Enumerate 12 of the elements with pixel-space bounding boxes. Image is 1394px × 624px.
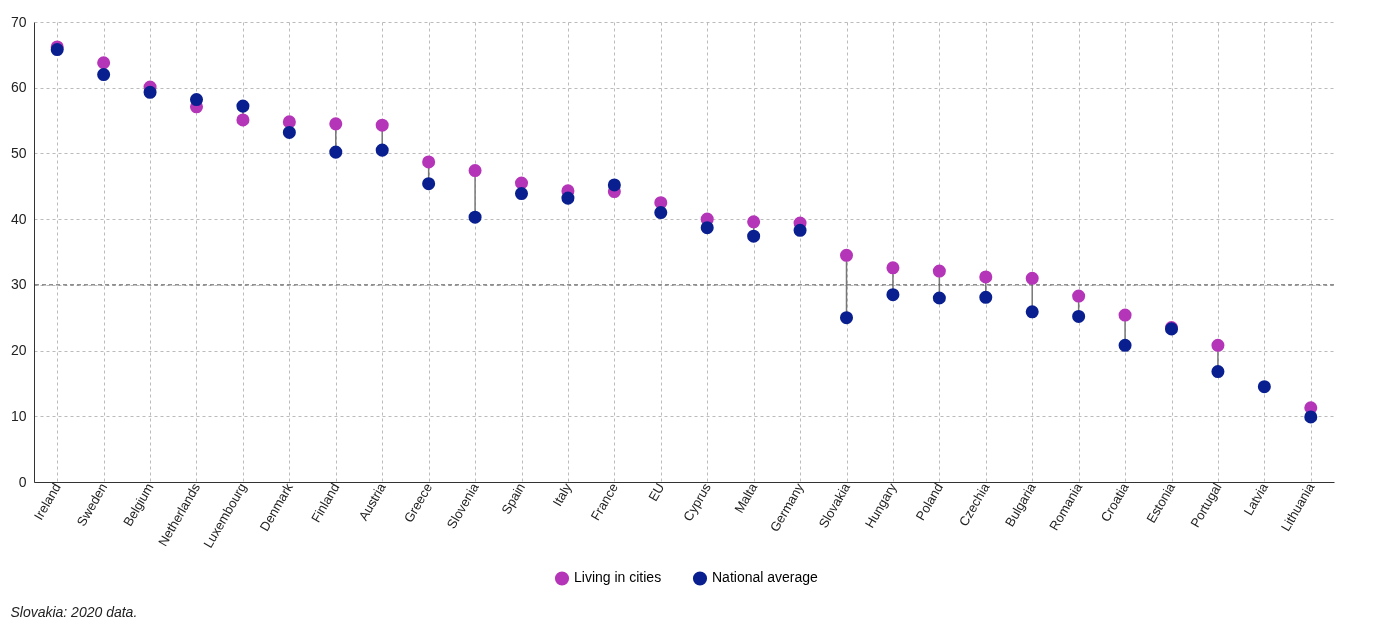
y-tick-label: 50 <box>10 144 27 161</box>
y-tick-label: 0 <box>18 473 27 490</box>
y-tick-label: 30 <box>10 276 27 293</box>
x-tick-label: EU <box>645 480 668 504</box>
text: Slovakia: 2020 data. <box>10 604 138 620</box>
legend-label: Living in cities <box>574 569 662 586</box>
y-tick-label: 60 <box>10 79 27 96</box>
y-tick-label: 40 <box>10 210 27 227</box>
y-tick-label: 70 <box>10 13 27 30</box>
y-tick-label: 10 <box>10 407 27 424</box>
legend-label: National average <box>712 569 819 586</box>
y-tick-label: 20 <box>10 342 27 359</box>
